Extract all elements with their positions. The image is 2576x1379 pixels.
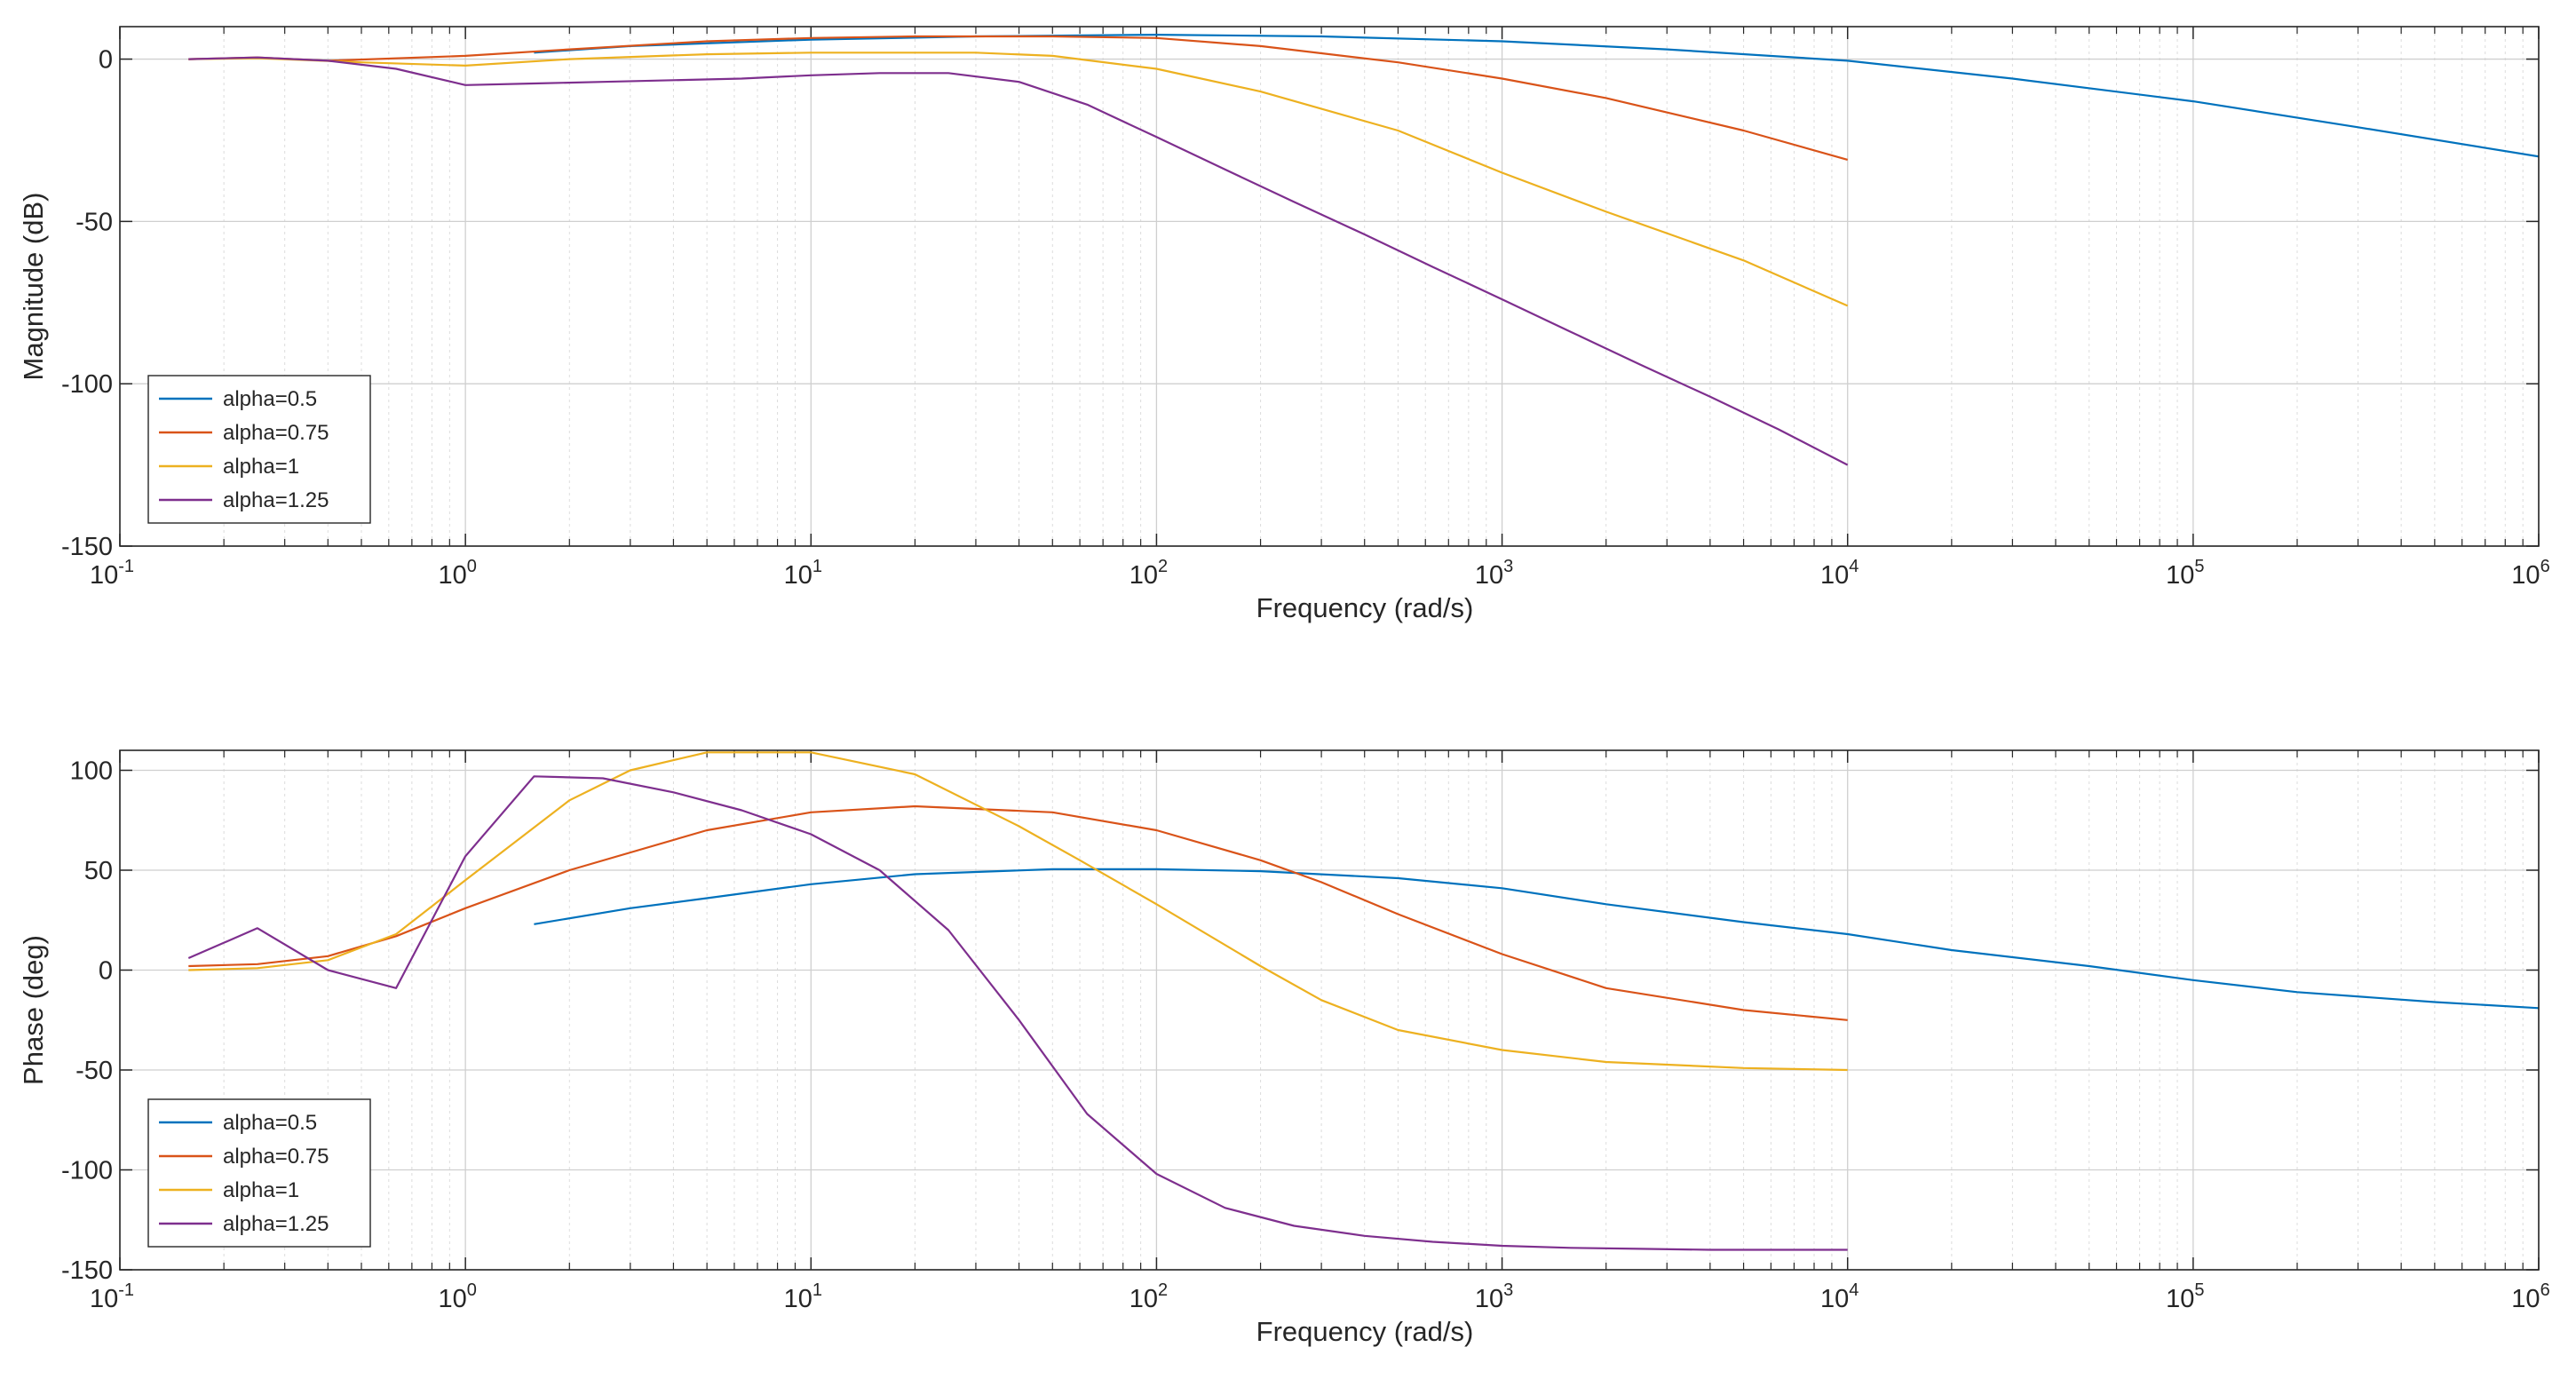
series-line-alpha-1-25 [188, 56, 1849, 466]
x-tick-label: 104 [1820, 557, 1859, 590]
x-tick-label: 104 [1820, 1280, 1859, 1313]
phase-minor-grid [223, 750, 2524, 1270]
magnitude-axes: 10-1 100 101 102 103 104 105 106 0 -50 -100 -150 Fre… [18, 26, 2550, 623]
legend-label: alpha=0.5 [223, 1111, 317, 1135]
phase-plot-area [120, 750, 2539, 1270]
y-tick-label: 0 [99, 957, 113, 986]
legend-label: alpha=1.25 [223, 488, 329, 512]
phase-legend[interactable]: alpha=0.5 alpha=0.75 alpha=1 alpha=1.25 [147, 1098, 371, 1248]
x-tick-label: 103 [1475, 1280, 1513, 1313]
x-axis-label: Frequency (rad/s) [1256, 1316, 1474, 1347]
legend-label: alpha=1 [223, 455, 299, 479]
x-tick-label: 103 [1475, 557, 1513, 590]
series-line-alpha-0-75 [188, 35, 1848, 161]
series-line-alpha-1-25 [187, 775, 1848, 1251]
y-tick-label: -150 [61, 1256, 113, 1285]
series-line-alpha-1 [188, 751, 1848, 1072]
y-tick-label: 100 [70, 757, 113, 786]
y-axis-label: Magnitude (dB) [18, 193, 49, 381]
x-tick-label: 100 [438, 557, 476, 590]
series-line-alpha-0-5 [534, 33, 2539, 158]
magnitude-minor-grid [223, 27, 2524, 546]
x-tick-label: 101 [784, 1280, 822, 1313]
y-axis-label: Phase (deg) [18, 935, 49, 1085]
y-tick-label: -150 [61, 533, 113, 561]
x-tick-label: 106 [2511, 1280, 2549, 1313]
legend-label: alpha=0.75 [223, 421, 329, 445]
y-tick-label: 0 [99, 46, 113, 75]
magnitude-series [188, 33, 2539, 466]
y-tick-label: -100 [61, 1157, 113, 1185]
x-tick-label: 102 [1129, 1280, 1168, 1313]
x-tick-label: 100 [438, 1280, 476, 1313]
magnitude-axes-box [119, 26, 2540, 547]
x-tick-label: 105 [2166, 1280, 2204, 1313]
phase-axes: 10-1 100 101 102 103 104 105 106 100 50 0 -50 -100 -1… [18, 749, 2550, 1347]
magnitude-plot-area [120, 27, 2539, 546]
phase-series [187, 751, 2539, 1251]
x-tick-label: 10-1 [90, 1280, 134, 1313]
y-tick-label: -50 [75, 1057, 113, 1085]
x-tick-label: 105 [2166, 557, 2204, 590]
y-tick-label: -50 [75, 208, 113, 236]
legend-box [147, 1098, 371, 1248]
y-tick-label: 50 [84, 857, 113, 885]
legend-label: alpha=1 [223, 1178, 299, 1202]
y-tick-label: -100 [61, 370, 113, 399]
x-tick-label: 102 [1129, 557, 1168, 590]
legend-box [147, 375, 371, 524]
magnitude-legend[interactable]: alpha=0.5 alpha=0.75 alpha=1 alpha=1.25 [147, 375, 371, 524]
legend-label: alpha=0.5 [223, 387, 317, 411]
x-axis-label: Frequency (rad/s) [1256, 592, 1474, 623]
legend-label: alpha=0.75 [223, 1145, 329, 1169]
phase-axes-box [119, 749, 2540, 1271]
x-tick-label: 10-1 [90, 557, 134, 590]
legend-label: alpha=1.25 [223, 1212, 329, 1236]
x-tick-label: 101 [784, 557, 822, 590]
series-line-alpha-0-5 [534, 868, 2539, 1010]
series-line-alpha-1 [188, 52, 1849, 307]
x-tick-label: 106 [2511, 557, 2549, 590]
